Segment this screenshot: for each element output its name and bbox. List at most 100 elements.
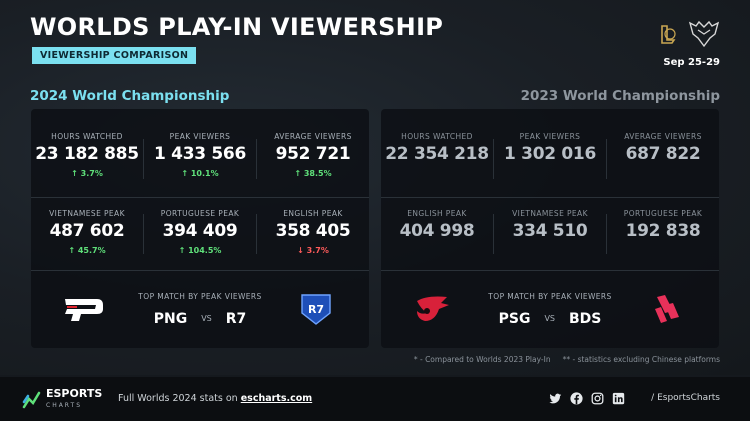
stat-value: 1 433 566 <box>154 144 246 164</box>
divider <box>31 197 369 198</box>
divider <box>256 214 257 254</box>
panel-2024: HOURS WATCHED 23 182 885 ↑ 3.7% PEAK VIE… <box>31 109 369 348</box>
stat-peak-viewers: PEAK VIEWERS 1 433 566 ↑ 10.1% <box>144 132 256 178</box>
stat-vietnamese-peak: VIETNAMESE PEAK 334 510 <box>494 209 606 241</box>
divider <box>493 139 494 179</box>
stat-change: ↑ 3.7% <box>71 169 103 178</box>
stats-grid-2023: HOURS WATCHED 22 354 218 PEAK VIEWERS 1 … <box>381 109 719 269</box>
stat-value: 334 510 <box>512 221 588 241</box>
top-match-label: TOP MATCH BY PEAK VIEWERS <box>488 292 612 301</box>
divider <box>606 139 607 179</box>
top-match-2024: TOP MATCH BY PEAK VIEWERS PNG VS R7 R7 <box>31 271 369 348</box>
stat-label: PORTUGUESE PEAK <box>623 209 703 218</box>
stat-change: ↑ 104.5% <box>178 246 222 255</box>
top-match-2023: TOP MATCH BY PEAK VIEWERS PSG VS BDS <box>381 271 719 348</box>
top-match-teams: PNG VS R7 <box>31 311 369 327</box>
twitter-icon[interactable] <box>549 392 562 405</box>
stat-change: ↑ 38.5% <box>294 169 332 178</box>
footer: ESPORTS CHARTS Full Worlds 2024 stats on… <box>0 377 750 421</box>
divider <box>143 214 144 254</box>
brand-wordmark: ESPORTS CHARTS <box>46 387 103 411</box>
brand-sub: CHARTS <box>46 402 83 409</box>
top-match-teams: PSG VS BDS <box>381 311 719 327</box>
stat-hours-watched: HOURS WATCHED 23 182 885 ↑ 3.7% <box>31 132 143 178</box>
stat-change: ↓ 3.7% <box>297 246 329 255</box>
stat-label: PEAK VIEWERS <box>519 132 581 141</box>
stat-peak-viewers: PEAK VIEWERS 1 302 016 <box>494 132 606 164</box>
instagram-icon[interactable] <box>591 392 604 405</box>
psg-talon-logo-icon <box>417 296 449 321</box>
team1-name: PSG <box>498 311 531 327</box>
stat-value: 404 998 <box>399 221 475 241</box>
divider <box>493 214 494 254</box>
section-title-2023: 2023 World Championship <box>520 88 720 104</box>
stat-portuguese-peak: PORTUGUESE PEAK 192 838 <box>607 209 719 241</box>
stats-grid-2024: HOURS WATCHED 23 182 885 ↑ 3.7% PEAK VIE… <box>31 109 369 269</box>
social-links <box>549 392 625 405</box>
footer-message-text: Full Worlds 2024 stats on <box>118 393 238 404</box>
team1-name: PNG <box>153 311 188 327</box>
esports-charts-logo[interactable]: ESPORTS CHARTS <box>22 387 103 411</box>
stat-english-peak: ENGLISH PEAK 404 998 <box>381 209 493 241</box>
stat-label: VIETNAMESE PEAK <box>49 209 125 218</box>
escharts-link[interactable]: escharts.com <box>240 393 313 404</box>
facebook-icon[interactable] <box>570 392 583 405</box>
stat-value: 952 721 <box>275 144 351 164</box>
divider <box>381 270 719 271</box>
stat-portuguese-peak: PORTUGUESE PEAK 394 409 ↑ 104.5% <box>144 209 256 255</box>
section-title-2024: 2024 World Championship <box>30 88 230 104</box>
footnote-comparison: * - Compared to Worlds 2023 Play-In <box>413 355 551 364</box>
footnote-chinese-platforms: ** - statistics excluding Chinese platfo… <box>562 355 720 364</box>
stat-label: VIETNAMESE PEAK <box>512 209 588 218</box>
panel-2023: HOURS WATCHED 22 354 218 PEAK VIEWERS 1 … <box>381 109 719 348</box>
divider <box>143 139 144 179</box>
stat-english-peak: ENGLISH PEAK 358 405 ↓ 3.7% <box>257 209 369 255</box>
divider <box>606 214 607 254</box>
stat-value: 23 182 885 <box>35 144 139 164</box>
header-logos <box>658 20 720 48</box>
linkedin-icon[interactable] <box>612 392 625 405</box>
stat-label: PEAK VIEWERS <box>169 132 231 141</box>
stat-value: 394 409 <box>162 221 238 241</box>
stat-label: AVERAGE VIEWERS <box>624 132 702 141</box>
brand-name: ESPORTS <box>46 387 103 400</box>
team2-name: BDS <box>569 311 602 327</box>
pain-gaming-logo-icon <box>65 299 103 321</box>
stat-vietnamese-peak: VIETNAMESE PEAK 487 602 ↑ 45.7% <box>31 209 143 255</box>
stat-value: 1 302 016 <box>504 144 596 164</box>
vs-label: VS <box>544 314 556 323</box>
stat-value: 687 822 <box>625 144 701 164</box>
stat-label: AVERAGE VIEWERS <box>274 132 352 141</box>
stat-label: HOURS WATCHED <box>51 132 123 141</box>
vs-label: VS <box>201 314 212 323</box>
stat-label: ENGLISH PEAK <box>407 209 467 218</box>
team2-name: R7 <box>225 311 247 327</box>
team-bds-logo-icon <box>655 295 679 323</box>
stat-value: 192 838 <box>625 221 701 241</box>
divider <box>256 139 257 179</box>
stat-change: ↑ 10.1% <box>181 169 219 178</box>
event-date: Sep 25-29 <box>663 57 720 68</box>
stat-value: 487 602 <box>49 221 125 241</box>
top-match-label: TOP MATCH BY PEAK VIEWERS <box>138 292 262 301</box>
divider <box>31 270 369 271</box>
page-subtitle-badge: VIEWERSHIP COMPARISON <box>32 47 197 64</box>
r7-logo-icon: R7 <box>301 294 331 325</box>
footer-message: Full Worlds 2024 stats on escharts.com <box>118 393 312 404</box>
league-of-legends-logo-icon <box>661 25 676 44</box>
social-handle: / EsportsCharts <box>651 393 720 403</box>
stat-average-viewers: AVERAGE VIEWERS 952 721 ↑ 38.5% <box>257 132 369 178</box>
stat-value: 358 405 <box>275 221 351 241</box>
svg-text:R7: R7 <box>308 303 324 316</box>
stat-value: 22 354 218 <box>385 144 489 164</box>
page-title: WORLDS PLAY-IN VIEWERSHIP <box>30 13 444 41</box>
divider <box>381 197 719 198</box>
stat-label: ENGLISH PEAK <box>283 209 343 218</box>
stat-label: PORTUGUESE PEAK <box>160 209 240 218</box>
stat-label: HOURS WATCHED <box>401 132 473 141</box>
stat-average-viewers: AVERAGE VIEWERS 687 822 <box>607 132 719 164</box>
footnotes: * - Compared to Worlds 2023 Play-In ** - … <box>414 355 720 364</box>
stat-change: ↑ 45.7% <box>68 246 106 255</box>
esports-charts-mark-icon <box>22 391 41 409</box>
worlds-trophy-logo-icon <box>688 20 720 48</box>
